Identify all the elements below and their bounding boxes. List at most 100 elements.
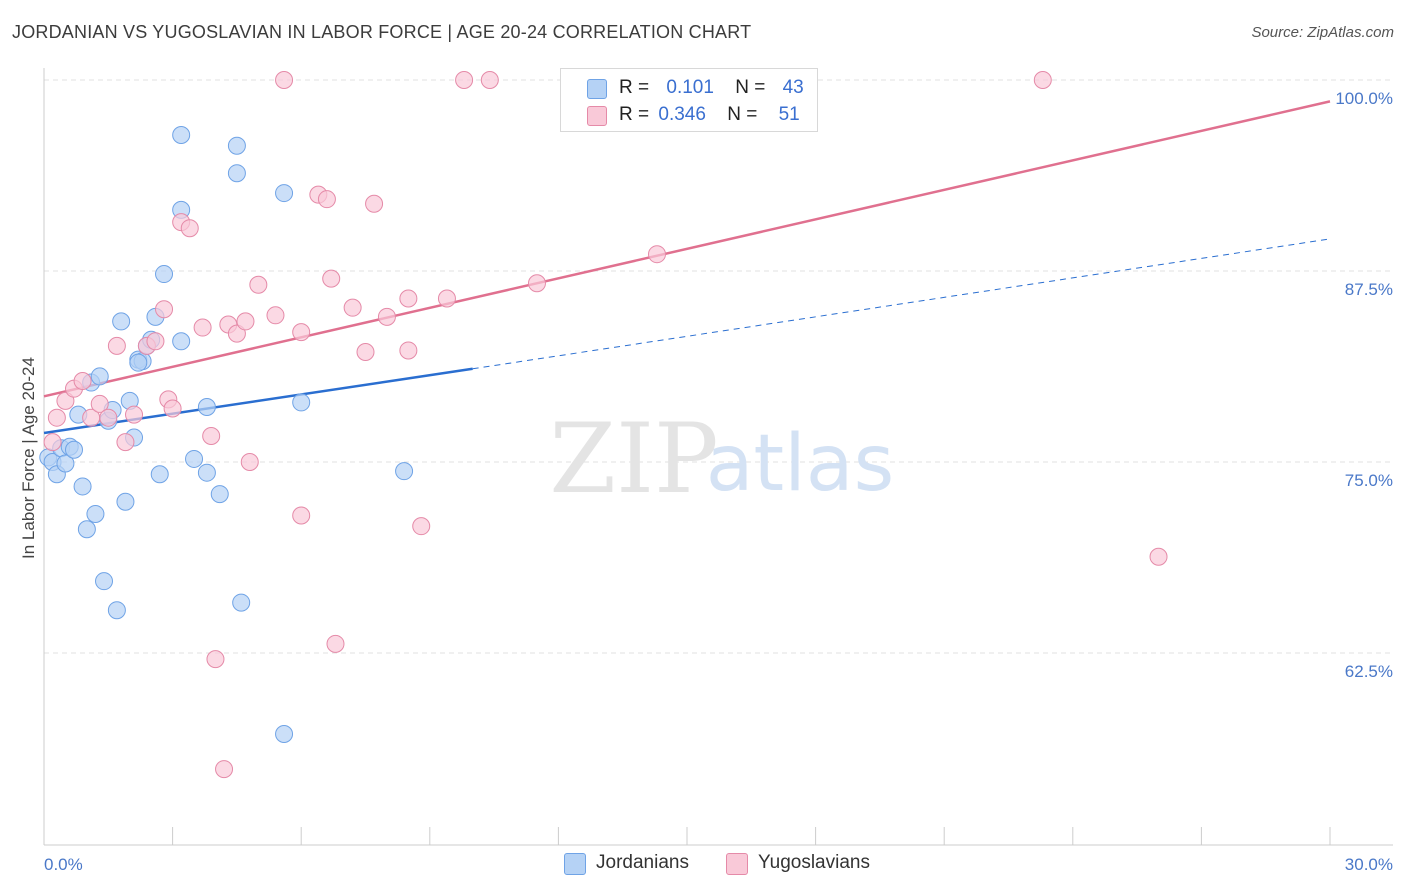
grid-lines xyxy=(44,79,1393,654)
y-tick-label: 100.0% xyxy=(1335,89,1393,108)
point-jordanians xyxy=(197,397,216,416)
bottom-legend-label-jordanians: Jordanians xyxy=(596,852,689,873)
point-jordanians xyxy=(107,601,126,620)
point-yugoslavians xyxy=(202,427,221,446)
point-jordanians xyxy=(150,465,169,484)
point-yugoslavians xyxy=(266,306,285,325)
point-jordanians xyxy=(116,492,135,511)
data-points xyxy=(39,71,1168,779)
point-jordanians xyxy=(275,724,294,743)
point-yugoslavians xyxy=(43,433,62,452)
point-jordanians xyxy=(65,440,84,459)
point-jordanians xyxy=(172,126,191,145)
trend-line-yugoslavians xyxy=(43,100,1331,398)
point-yugoslavians xyxy=(107,336,126,355)
point-yugoslavians xyxy=(227,324,246,343)
point-jordanians xyxy=(395,462,414,481)
point-jordanians xyxy=(232,593,251,612)
legend-r-label: R = xyxy=(619,77,650,98)
point-yugoslavians xyxy=(527,274,546,293)
point-yugoslavians xyxy=(275,71,294,89)
point-yugoslavians xyxy=(155,300,174,319)
point-yugoslavians xyxy=(146,332,165,351)
point-jordanians xyxy=(95,572,114,591)
point-yugoslavians xyxy=(480,71,499,89)
point-yugoslavians xyxy=(180,219,199,238)
legend-swatch-jordanians xyxy=(587,79,607,99)
point-yugoslavians xyxy=(47,408,66,427)
point-yugoslavians xyxy=(292,506,311,525)
point-yugoslavians xyxy=(215,760,234,779)
point-jordanians xyxy=(56,454,75,473)
legend-n-label: N = xyxy=(727,104,758,125)
y-tick-label: 62.5% xyxy=(1345,662,1393,681)
point-yugoslavians xyxy=(163,399,182,418)
legend-r-label: R = xyxy=(619,104,650,125)
trend-line-extension-jordanians xyxy=(472,238,1331,370)
point-yugoslavians xyxy=(377,307,396,326)
point-jordanians xyxy=(227,136,246,155)
watermark-atlas: atlas xyxy=(706,419,895,509)
point-yugoslavians xyxy=(249,275,268,294)
point-yugoslavians xyxy=(399,289,418,308)
point-jordanians xyxy=(90,367,109,386)
legend-r-value-yugoslavians: 0.346 xyxy=(658,104,706,125)
point-yugoslavians xyxy=(326,634,345,653)
y-tick-label: 75.0% xyxy=(1345,471,1393,490)
point-yugoslavians xyxy=(412,517,431,536)
point-jordanians xyxy=(197,463,216,482)
point-yugoslavians xyxy=(292,323,311,342)
point-yugoslavians xyxy=(206,650,225,669)
point-yugoslavians xyxy=(356,342,375,361)
legend-r-value-jordanians: 0.101 xyxy=(666,77,714,98)
point-jordanians xyxy=(210,485,229,504)
point-yugoslavians xyxy=(317,190,336,209)
point-jordanians xyxy=(185,449,204,468)
watermark-zip: ZIP xyxy=(549,403,718,515)
point-jordanians xyxy=(155,265,174,284)
tick-labels: 100.0% 87.5% 75.0% 62.5% 0.0% 30.0% xyxy=(44,89,1393,874)
chart-title: JORDANIAN VS YUGOSLAVIAN IN LABOR FORCE … xyxy=(12,22,752,42)
point-yugoslavians xyxy=(1033,71,1052,89)
point-yugoslavians xyxy=(240,453,259,471)
x-tick-label-max: 30.0% xyxy=(1345,855,1393,874)
point-yugoslavians xyxy=(125,405,144,424)
point-jordanians xyxy=(77,520,96,539)
point-jordanians xyxy=(73,477,92,496)
watermark: ZIP atlas xyxy=(549,403,894,515)
point-yugoslavians xyxy=(322,269,341,288)
point-yugoslavians xyxy=(236,312,255,331)
point-yugoslavians xyxy=(365,194,384,213)
source-credit: Source: ZipAtlas.com xyxy=(1251,24,1394,41)
point-yugoslavians xyxy=(56,391,75,410)
bottom-legend-swatch-jordanians xyxy=(564,853,586,875)
point-jordanians xyxy=(112,312,131,331)
stats-legend: R = 0.101 N = 43 R = 0.346 N = 51 xyxy=(560,68,818,132)
point-yugoslavians xyxy=(399,341,418,360)
point-yugoslavians xyxy=(647,245,666,264)
point-jordanians xyxy=(292,393,311,412)
point-yugoslavians xyxy=(1149,547,1168,566)
point-jordanians xyxy=(275,184,294,203)
bottom-legend-swatch-yugoslavians xyxy=(726,853,748,875)
y-tick-label: 87.5% xyxy=(1345,280,1393,299)
point-jordanians xyxy=(129,353,148,372)
legend-n-value-jordanians: 43 xyxy=(782,77,804,98)
point-jordanians xyxy=(227,164,246,183)
point-yugoslavians xyxy=(99,408,118,427)
point-yugoslavians xyxy=(116,433,135,452)
point-yugoslavians xyxy=(343,298,362,317)
point-yugoslavians xyxy=(90,394,109,413)
point-jordanians xyxy=(172,332,191,351)
point-jordanians xyxy=(86,504,105,523)
legend-n-value-yugoslavians: 51 xyxy=(778,104,800,125)
y-axis-label: In Labor Force | Age 20-24 xyxy=(19,357,38,559)
point-yugoslavians xyxy=(437,289,456,308)
point-yugoslavians xyxy=(193,318,212,337)
x-tick-label-min: 0.0% xyxy=(44,855,83,874)
bottom-legend-label-yugoslavians: Yugoslavians xyxy=(758,852,870,873)
legend-n-label: N = xyxy=(735,77,766,98)
point-yugoslavians xyxy=(455,71,474,89)
point-yugoslavians xyxy=(73,372,92,391)
